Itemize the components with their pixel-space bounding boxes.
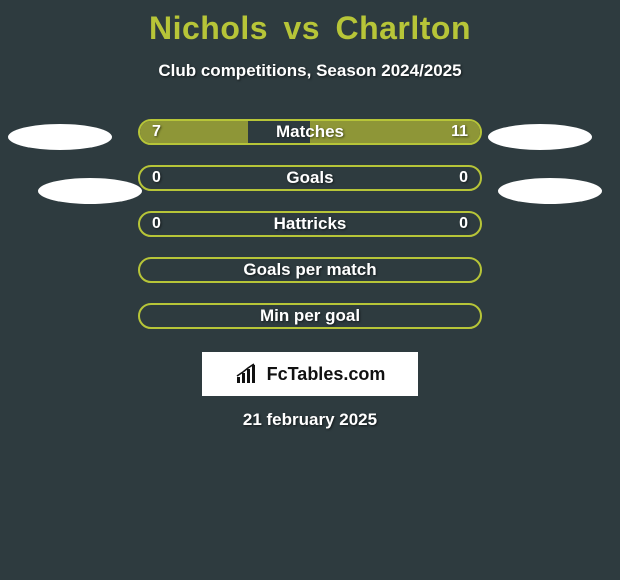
stat-rows: 711Matches00Goals00HattricksGoals per ma… <box>0 109 620 339</box>
stat-row: Min per goal <box>0 293 620 339</box>
stat-value-left: 7 <box>152 121 161 143</box>
stat-label: Min per goal <box>140 305 480 327</box>
source-badge: FcTables.com <box>202 352 418 396</box>
title-vs: vs <box>283 10 320 46</box>
stat-row: 711Matches <box>0 109 620 155</box>
stat-bar: 0 0Hattricks <box>138 211 482 237</box>
title-player1: Nichols <box>149 10 268 46</box>
stat-row: 0 0Goals <box>0 155 620 201</box>
stat-value-left: 0 <box>152 213 161 235</box>
stat-bar: 711Matches <box>138 119 482 145</box>
stat-bar: 0 0Goals <box>138 165 482 191</box>
subtitle: Club competitions, Season 2024/2025 <box>0 61 620 81</box>
stat-value-right: 11 <box>451 121 468 143</box>
page-title: Nichols vs Charlton <box>0 0 620 47</box>
stat-label: Hattricks <box>140 213 480 235</box>
comparison-card: Nichols vs Charlton Club competitions, S… <box>0 0 620 580</box>
stat-bar: Min per goal <box>138 303 482 329</box>
source-badge-text: FcTables.com <box>267 364 386 385</box>
stat-value-right: 0 <box>459 167 468 189</box>
bars-icon <box>235 363 261 385</box>
title-player2: Charlton <box>335 10 471 46</box>
stat-label: Goals <box>140 167 480 189</box>
stat-bar: Goals per match <box>138 257 482 283</box>
stat-value-right: 0 <box>459 213 468 235</box>
stat-label: Goals per match <box>140 259 480 281</box>
stat-row: 0 0Hattricks <box>0 201 620 247</box>
date-text: 21 february 2025 <box>0 410 620 430</box>
stat-row: Goals per match <box>0 247 620 293</box>
stat-value-left: 0 <box>152 167 161 189</box>
